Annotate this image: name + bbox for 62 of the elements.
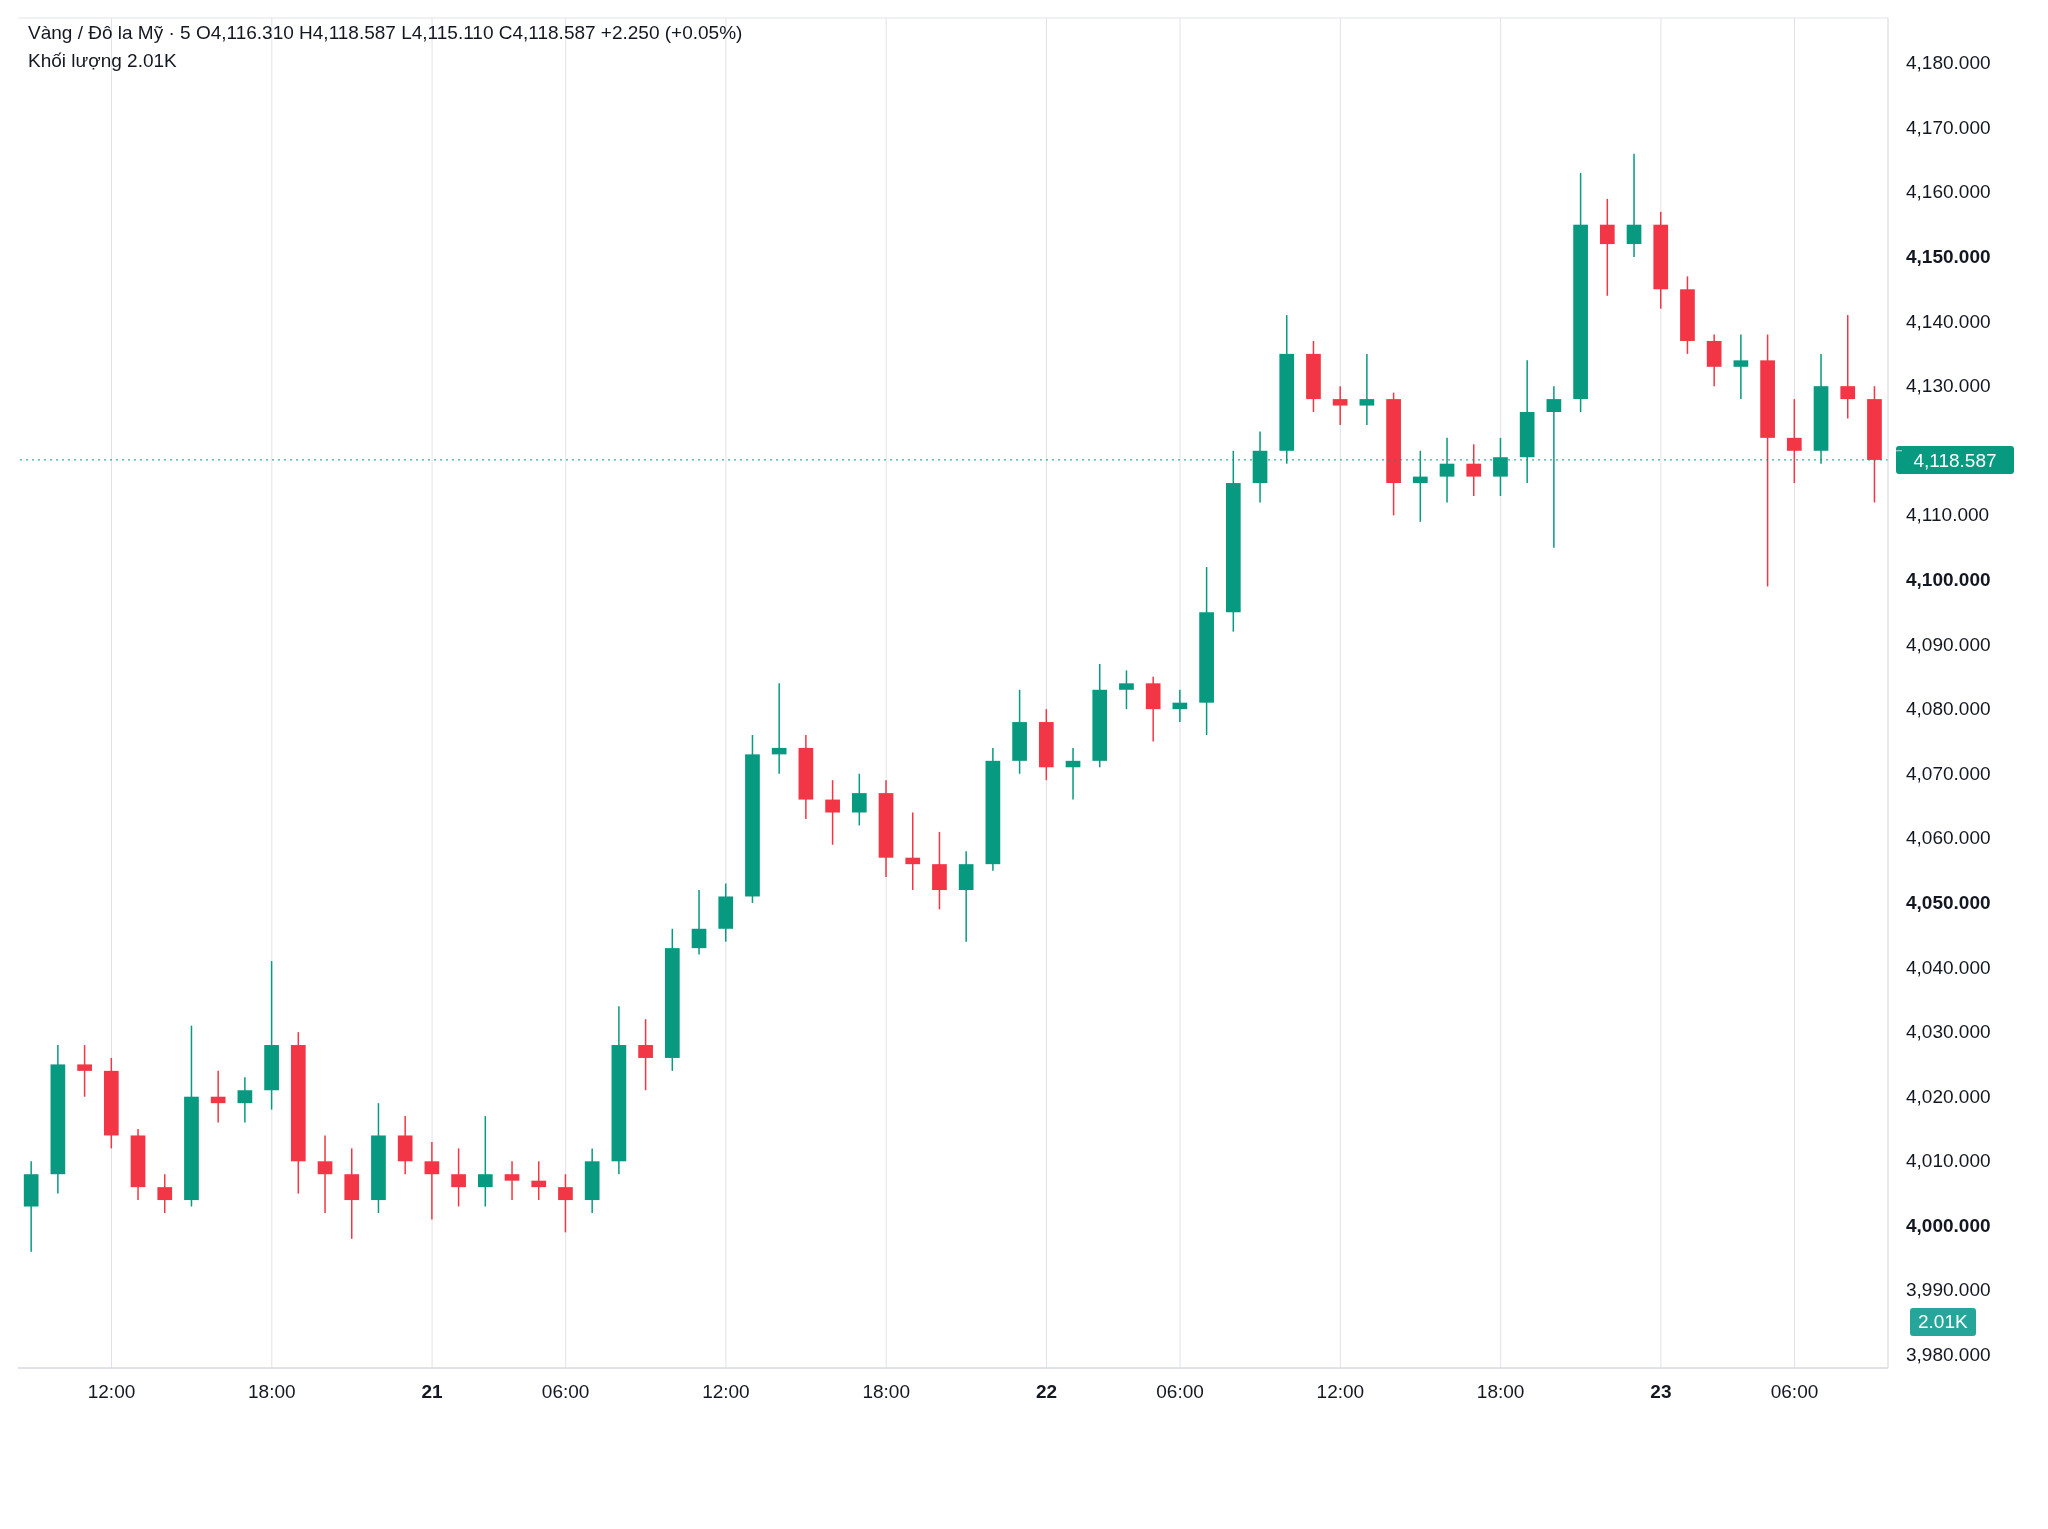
x-tick-label: 12:00 bbox=[1316, 1381, 1365, 1402]
y-tick-label: 4,060.000 bbox=[1906, 827, 1991, 849]
candlestick bbox=[1626, 152, 1642, 258]
annotation: Khối lượng 2.01K bbox=[28, 50, 178, 72]
x-tick-label: 06:00 bbox=[1156, 1381, 1204, 1402]
y-tick-label: 4,110.000 bbox=[1906, 504, 1990, 526]
y-tick-label: 4,160.000 bbox=[1906, 181, 1991, 203]
y-tick-label: 4,090.000 bbox=[1906, 633, 1991, 655]
y-tick-label: 4,100.000 bbox=[1906, 568, 1991, 590]
candlestick bbox=[424, 1141, 440, 1221]
y-tick-label: 4,030.000 bbox=[1906, 1021, 1991, 1043]
text: 2.01K bbox=[1910, 1308, 1976, 1336]
candlestick bbox=[638, 1018, 653, 1091]
y-tick-label: 4,140.000 bbox=[1906, 310, 1991, 332]
y-tick-label: 4,050.000 bbox=[1906, 891, 1991, 913]
y-tick-label: 4,000.000 bbox=[1906, 1214, 1991, 1236]
y-tick-label: 4,070.000 bbox=[1906, 762, 1991, 784]
candlestick bbox=[210, 1070, 226, 1124]
y-tick-label: 4,080.000 bbox=[1906, 698, 1991, 720]
y-tick-label: 4,130.000 bbox=[1906, 375, 1991, 397]
candlestick bbox=[317, 1134, 333, 1214]
x-tick-label: 12:00 bbox=[702, 1381, 750, 1402]
y-tick-label: 4,040.000 bbox=[1906, 956, 1991, 978]
candlestick bbox=[77, 1044, 92, 1098]
candlestick bbox=[851, 772, 867, 827]
x-tick-label: 06:00 bbox=[1770, 1381, 1819, 1402]
x-tick-label: 22 bbox=[1035, 1381, 1058, 1402]
x-tick-label: 21 bbox=[421, 1381, 444, 1402]
y-tick-label: 3,980.000 bbox=[1906, 1344, 1991, 1366]
candlestick bbox=[1786, 398, 1802, 484]
y-tick-label: 4,010.000 bbox=[1906, 1150, 1991, 1172]
candlestick bbox=[1599, 198, 1615, 297]
candlestick bbox=[1332, 385, 1348, 426]
candlestick bbox=[477, 1115, 493, 1208]
chart-title: Vàng / Đô la Mỹ · 5 O4,116.310 H4,118.587 L4,115.110 C4,118.587 +2.250 (+0.05%) bbox=[28, 22, 743, 44]
y-tick-label: 4,170.000 bbox=[1906, 116, 1991, 138]
candlestick bbox=[771, 682, 787, 775]
candlestick bbox=[451, 1147, 466, 1208]
candlestick bbox=[825, 779, 840, 846]
x-tick-label: 18:00 bbox=[1476, 1381, 1525, 1402]
x-tick-label: 23 bbox=[1650, 1381, 1672, 1402]
x-tick-label: 12:00 bbox=[87, 1381, 136, 1402]
x-tick-label: 18:00 bbox=[862, 1381, 910, 1402]
candlestick bbox=[1733, 333, 1749, 400]
candlestick bbox=[1840, 314, 1856, 420]
candlestick bbox=[1119, 669, 1134, 710]
candlestick bbox=[905, 811, 921, 891]
y-tick-label: 4,150.000 bbox=[1906, 246, 1991, 267]
candlestick bbox=[558, 1173, 573, 1234]
x-tick-label: 06:00 bbox=[541, 1381, 590, 1402]
candlestick bbox=[504, 1160, 520, 1201]
candlestick bbox=[691, 889, 707, 956]
y-tick-label: 3,990.000 bbox=[1906, 1279, 1991, 1301]
candlestick bbox=[1466, 443, 1482, 497]
y-tick-label: 4,180.000 bbox=[1906, 52, 1991, 74]
candlestick bbox=[1359, 353, 1375, 426]
candlestick bbox=[237, 1076, 253, 1124]
candlestick bbox=[157, 1173, 173, 1214]
candlestick bbox=[531, 1160, 547, 1201]
ref-line-label: 4,118.587 bbox=[1913, 449, 1997, 471]
y-tick-label: 4,020.000 bbox=[1906, 1085, 1991, 1107]
x-tick-label: 18:00 bbox=[248, 1381, 296, 1402]
